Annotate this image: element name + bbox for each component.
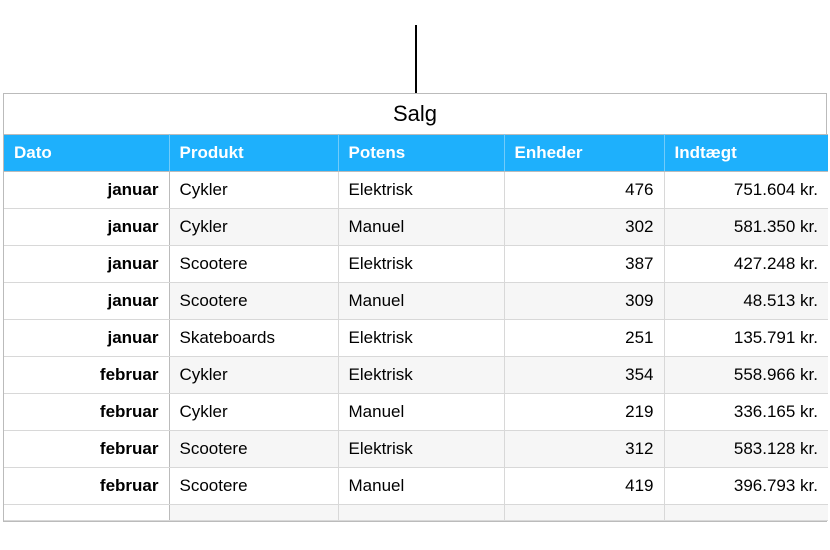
cell-produkt[interactable] [169, 505, 338, 521]
cell-produkt[interactable]: Scootere [169, 246, 338, 283]
sales-table-container: Salg Dato Produkt Potens Enheder Indtægt… [3, 93, 827, 522]
cell-enheder[interactable]: 476 [504, 172, 664, 209]
table-row[interactable]: januar Scootere Manuel 309 48.513 kr. [4, 283, 828, 320]
cell-enheder[interactable]: 312 [504, 431, 664, 468]
table-row[interactable]: februar Scootere Elektrisk 312 583.128 k… [4, 431, 828, 468]
cell-enheder[interactable]: 387 [504, 246, 664, 283]
cell-dato[interactable]: februar [4, 394, 169, 431]
cell-indtaegt[interactable]: 48.513 kr. [664, 283, 828, 320]
cell-enheder[interactable]: 354 [504, 357, 664, 394]
cell-produkt[interactable]: Cykler [169, 209, 338, 246]
cell-enheder[interactable]: 302 [504, 209, 664, 246]
cell-enheder[interactable]: 309 [504, 283, 664, 320]
col-header-produkt[interactable]: Produkt [169, 135, 338, 172]
cell-dato[interactable]: januar [4, 283, 169, 320]
cell-dato[interactable]: januar [4, 320, 169, 357]
table-row[interactable]: januar Cykler Elektrisk 476 751.604 kr. [4, 172, 828, 209]
cell-enheder[interactable]: 219 [504, 394, 664, 431]
table-header-row: Dato Produkt Potens Enheder Indtægt [4, 135, 828, 172]
cell-dato[interactable] [4, 505, 169, 521]
cell-dato[interactable]: januar [4, 172, 169, 209]
table-row[interactable]: februar Cykler Manuel 219 336.165 kr. [4, 394, 828, 431]
cell-enheder[interactable] [504, 505, 664, 521]
table-row[interactable]: januar Scootere Elektrisk 387 427.248 kr… [4, 246, 828, 283]
cell-dato[interactable]: februar [4, 431, 169, 468]
cell-potens[interactable]: Elektrisk [338, 246, 504, 283]
cell-produkt[interactable]: Skateboards [169, 320, 338, 357]
callout-line [415, 25, 417, 93]
cell-indtaegt[interactable] [664, 505, 828, 521]
cell-produkt[interactable]: Cykler [169, 357, 338, 394]
cell-indtaegt[interactable]: 558.966 kr. [664, 357, 828, 394]
cell-potens[interactable]: Elektrisk [338, 320, 504, 357]
cell-potens[interactable]: Elektrisk [338, 357, 504, 394]
cell-indtaegt[interactable]: 336.165 kr. [664, 394, 828, 431]
table-row-empty[interactable] [4, 505, 828, 521]
cell-produkt[interactable]: Scootere [169, 468, 338, 505]
cell-potens[interactable]: Manuel [338, 283, 504, 320]
cell-indtaegt[interactable]: 396.793 kr. [664, 468, 828, 505]
cell-potens[interactable]: Elektrisk [338, 172, 504, 209]
cell-produkt[interactable]: Scootere [169, 431, 338, 468]
table-row[interactable]: januar Skateboards Elektrisk 251 135.791… [4, 320, 828, 357]
table-row[interactable]: januar Cykler Manuel 302 581.350 kr. [4, 209, 828, 246]
col-header-indtaegt[interactable]: Indtægt [664, 135, 828, 172]
cell-produkt[interactable]: Cykler [169, 172, 338, 209]
col-header-potens[interactable]: Potens [338, 135, 504, 172]
cell-indtaegt[interactable]: 751.604 kr. [664, 172, 828, 209]
cell-indtaegt[interactable]: 135.791 kr. [664, 320, 828, 357]
cell-indtaegt[interactable]: 581.350 kr. [664, 209, 828, 246]
cell-enheder[interactable]: 251 [504, 320, 664, 357]
cell-indtaegt[interactable]: 427.248 kr. [664, 246, 828, 283]
table-row[interactable]: februar Cykler Elektrisk 354 558.966 kr. [4, 357, 828, 394]
cell-dato[interactable]: januar [4, 246, 169, 283]
cell-potens[interactable]: Manuel [338, 209, 504, 246]
cell-dato[interactable]: februar [4, 468, 169, 505]
cell-enheder[interactable]: 419 [504, 468, 664, 505]
cell-potens[interactable]: Manuel [338, 468, 504, 505]
cell-dato[interactable]: februar [4, 357, 169, 394]
cell-produkt[interactable]: Scootere [169, 283, 338, 320]
cell-dato[interactable]: januar [4, 209, 169, 246]
table-title: Salg [4, 94, 826, 134]
cell-potens[interactable]: Elektrisk [338, 431, 504, 468]
table-row[interactable]: februar Scootere Manuel 419 396.793 kr. [4, 468, 828, 505]
cell-potens[interactable]: Manuel [338, 394, 504, 431]
cell-produkt[interactable]: Cykler [169, 394, 338, 431]
col-header-dato[interactable]: Dato [4, 135, 169, 172]
sales-table: Dato Produkt Potens Enheder Indtægt janu… [4, 134, 828, 521]
cell-potens[interactable] [338, 505, 504, 521]
col-header-enheder[interactable]: Enheder [504, 135, 664, 172]
cell-indtaegt[interactable]: 583.128 kr. [664, 431, 828, 468]
